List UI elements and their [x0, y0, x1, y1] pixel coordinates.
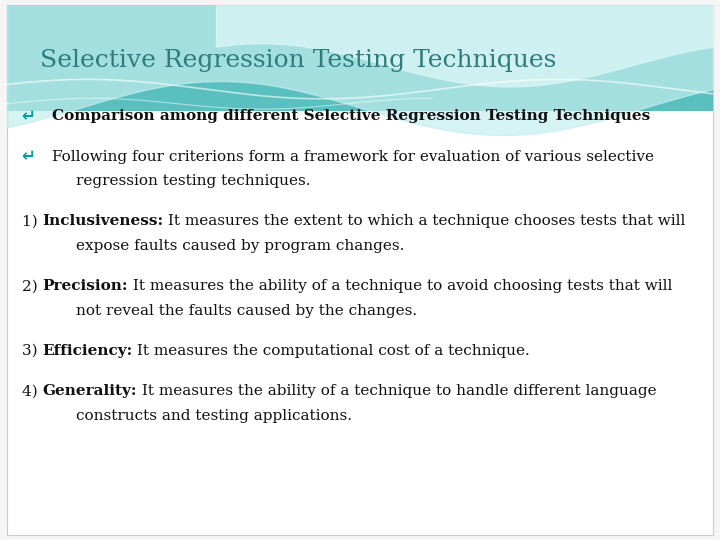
Text: Precision:: Precision:	[42, 279, 127, 293]
Text: constructs and testing applications.: constructs and testing applications.	[76, 409, 351, 423]
Text: 4): 4)	[22, 384, 42, 399]
Text: 2): 2)	[22, 279, 42, 293]
Text: It measures the extent to which a technique chooses tests that will: It measures the extent to which a techni…	[163, 214, 685, 228]
Text: regression testing techniques.: regression testing techniques.	[76, 174, 310, 188]
Text: It measures the ability of a technique to handle different language: It measures the ability of a technique t…	[137, 384, 657, 399]
Text: It measures the computational cost of a technique.: It measures the computational cost of a …	[132, 344, 530, 358]
Text: 3): 3)	[22, 344, 42, 358]
Text: Generality:: Generality:	[42, 384, 137, 399]
Text: 1): 1)	[22, 214, 42, 228]
Text: It measures the ability of a technique to avoid choosing tests that will: It measures the ability of a technique t…	[127, 279, 672, 293]
Text: Following four criterions form a framework for evaluation of various selective: Following four criterions form a framewo…	[52, 150, 654, 164]
Text: Efficiency:: Efficiency:	[42, 344, 132, 358]
Text: Inclusiveness:: Inclusiveness:	[42, 214, 163, 228]
Text: ↵: ↵	[22, 147, 35, 166]
Text: ↵: ↵	[22, 107, 35, 125]
Text: Comparison among different Selective Regression Testing Techniques: Comparison among different Selective Reg…	[52, 109, 650, 123]
Text: not reveal the faults caused by the changes.: not reveal the faults caused by the chan…	[76, 303, 417, 318]
Text: Selective Regression Testing Techniques: Selective Regression Testing Techniques	[40, 49, 556, 72]
Bar	[7, 5, 713, 111]
Text: expose faults caused by program changes.: expose faults caused by program changes.	[76, 239, 404, 253]
